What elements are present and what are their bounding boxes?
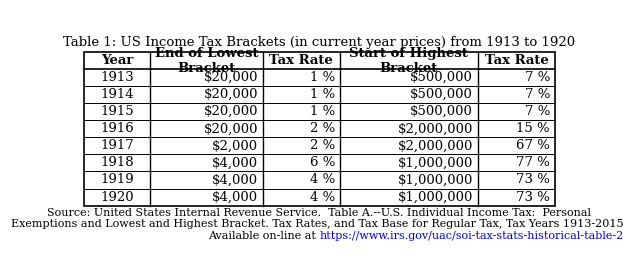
Text: $20,000: $20,000: [204, 105, 258, 118]
Text: $1,000,000: $1,000,000: [398, 191, 473, 204]
Bar: [83, 52, 555, 206]
Text: Tax Rate: Tax Rate: [485, 54, 548, 67]
Text: $4,000: $4,000: [212, 191, 258, 204]
Text: Source: United States Internal Revenue Service.  Table A.--U.S. Individual Incom: Source: United States Internal Revenue S…: [47, 208, 591, 218]
Text: 7 %: 7 %: [525, 88, 550, 101]
Text: 1916: 1916: [100, 122, 134, 135]
Text: 1915: 1915: [100, 105, 134, 118]
Text: 1919: 1919: [100, 174, 134, 186]
Text: 7 %: 7 %: [525, 105, 550, 118]
Text: Start of Highest
Bracket: Start of Highest Bracket: [350, 46, 468, 75]
Text: https://www.irs.gov/uac/soi-tax-stats-historical-table-23: https://www.irs.gov/uac/soi-tax-stats-hi…: [320, 231, 623, 241]
Text: 15 %: 15 %: [516, 122, 550, 135]
Text: 1 %: 1 %: [310, 88, 335, 101]
Text: $2,000,000: $2,000,000: [398, 139, 473, 152]
Text: 73 %: 73 %: [516, 174, 550, 186]
Text: $1,000,000: $1,000,000: [398, 156, 473, 169]
Text: Tax Rate: Tax Rate: [270, 54, 333, 67]
Text: $4,000: $4,000: [212, 156, 258, 169]
Text: $4,000: $4,000: [212, 174, 258, 186]
Text: Table 1: US Income Tax Brackets (in current year prices) from 1913 to 1920: Table 1: US Income Tax Brackets (in curr…: [63, 36, 576, 49]
Text: $20,000: $20,000: [204, 88, 258, 101]
Text: $500,000: $500,000: [411, 71, 473, 84]
Text: $2,000,000: $2,000,000: [398, 122, 473, 135]
Text: 1917: 1917: [100, 139, 134, 152]
Text: 67 %: 67 %: [516, 139, 550, 152]
Text: $20,000: $20,000: [204, 71, 258, 84]
Text: 1 %: 1 %: [310, 71, 335, 84]
Text: 1918: 1918: [100, 156, 134, 169]
Text: 4 %: 4 %: [310, 191, 335, 204]
Text: $1,000,000: $1,000,000: [398, 174, 473, 186]
Text: 4 %: 4 %: [310, 174, 335, 186]
Text: End of Lowest
Bracket: End of Lowest Bracket: [155, 46, 259, 75]
Text: 2 %: 2 %: [310, 122, 335, 135]
Text: Year: Year: [101, 54, 133, 67]
Text: Exemptions and Lowest and Highest Bracket. Tax Rates, and Tax Base for Regular T: Exemptions and Lowest and Highest Bracke…: [11, 219, 623, 229]
Text: 1 %: 1 %: [310, 105, 335, 118]
Text: 1914: 1914: [100, 88, 134, 101]
Text: 1913: 1913: [100, 71, 134, 84]
Text: $500,000: $500,000: [411, 105, 473, 118]
Text: 1920: 1920: [100, 191, 134, 204]
Text: 6 %: 6 %: [310, 156, 335, 169]
Text: 73 %: 73 %: [516, 191, 550, 204]
Text: 7 %: 7 %: [525, 71, 550, 84]
Text: $20,000: $20,000: [204, 122, 258, 135]
Text: $2,000: $2,000: [212, 139, 258, 152]
Text: Available on-line at: Available on-line at: [208, 231, 320, 241]
Text: 77 %: 77 %: [516, 156, 550, 169]
Text: $500,000: $500,000: [411, 88, 473, 101]
Text: 2 %: 2 %: [310, 139, 335, 152]
